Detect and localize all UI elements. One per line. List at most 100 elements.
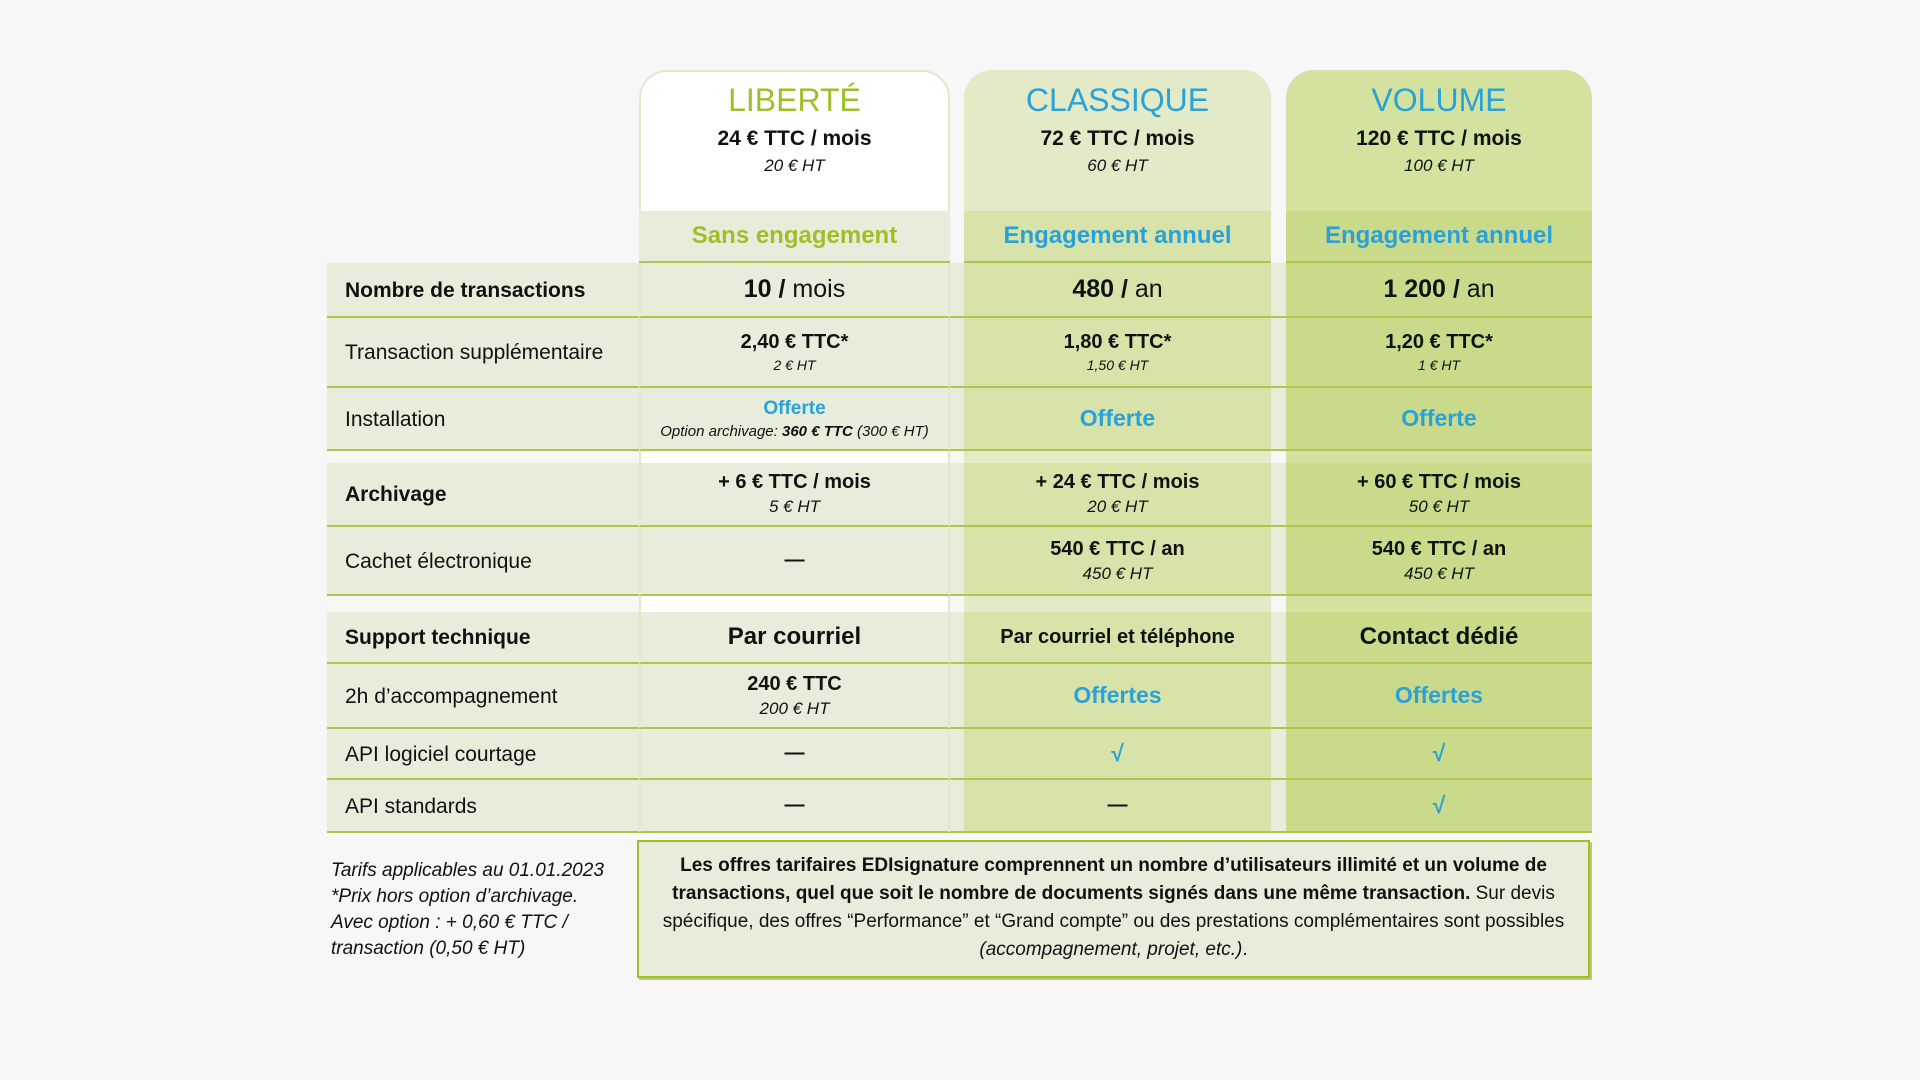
table-cell: Contact dédié bbox=[1286, 612, 1592, 664]
cell-main: Contact dédié bbox=[1359, 623, 1519, 650]
cell-main: 1,80 € TTC* bbox=[1063, 331, 1172, 353]
plan-name: CLASSIQUE bbox=[1025, 81, 1210, 118]
cell-main: 540 € TTC / an bbox=[1050, 537, 1185, 560]
note-price: 360 € TTC bbox=[782, 422, 853, 440]
cell-sub: 200 € HT bbox=[759, 698, 830, 718]
cell-main: Par courriel bbox=[727, 623, 862, 650]
note-label: Option archivage: bbox=[660, 422, 778, 440]
footnote: Avec option : + 0,60 € TTC / transaction… bbox=[331, 912, 568, 959]
row-label: API logiciel courtage bbox=[345, 742, 537, 766]
plan-price: 120 € TTC / mois bbox=[1356, 127, 1522, 150]
footnote: Tarifs applicables au 01.01.2023 bbox=[331, 860, 604, 881]
plan-price-ht: 20 € HT bbox=[764, 156, 825, 175]
cell-main: + 24 € TTC / mois bbox=[1035, 471, 1200, 493]
cell-main: — bbox=[784, 549, 805, 571]
cell-main: — bbox=[1107, 794, 1128, 816]
cell-unit: mois bbox=[792, 275, 846, 303]
cell-main: 2,40 € TTC* bbox=[740, 331, 849, 353]
table-cell: 2,40 € TTC* 2 € HT bbox=[639, 318, 950, 388]
table-cell: 1,80 € TTC* 1,50 € HT bbox=[964, 318, 1271, 388]
cell-value: 10 / bbox=[743, 275, 786, 303]
cell-sub: 50 € HT bbox=[1408, 497, 1470, 516]
cell-value-line: 10 / mois bbox=[744, 275, 845, 304]
table-cell: — bbox=[639, 780, 950, 833]
cell-main: Par courriel et téléphone bbox=[1000, 625, 1235, 648]
plan-price: 72 € TTC / mois bbox=[1040, 127, 1195, 150]
cell-highlight: Offerte bbox=[1079, 405, 1156, 431]
summary-box: Les offres tarifaires EDIsignature compr… bbox=[637, 840, 1590, 978]
row-label: Cachet électronique bbox=[345, 549, 532, 573]
cell-highlight: √ bbox=[1432, 792, 1446, 818]
cell-highlight: √ bbox=[1111, 740, 1124, 766]
table-cell: 10 / mois bbox=[639, 263, 950, 318]
cell-value: 480 / bbox=[1072, 275, 1128, 303]
cell-highlight: Offertes bbox=[1073, 682, 1162, 708]
cell-main: + 60 € TTC / mois bbox=[1357, 471, 1521, 493]
table-cell: √ bbox=[1286, 780, 1592, 833]
table-cell: Offerte Option archivage: 360 € TTC (300 … bbox=[639, 388, 950, 451]
row-label: 2h d’accompagnement bbox=[345, 684, 558, 708]
cell-highlight: Offertes bbox=[1394, 682, 1484, 708]
cell-highlight: Offerte bbox=[1401, 405, 1477, 431]
cell-sub: 1 € HT bbox=[1417, 357, 1460, 373]
plan-engagement: Engagement annuel bbox=[964, 211, 1271, 263]
plan-name: LIBERTÉ bbox=[728, 81, 861, 118]
cell-main: 240 € TTC bbox=[747, 672, 842, 695]
summary-end: . bbox=[1242, 939, 1248, 960]
cell-sub: 450 € HT bbox=[1404, 563, 1474, 583]
cell-value-line: 1 200 / an bbox=[1383, 275, 1494, 304]
table-cell: 540 € TTC / an 450 € HT bbox=[964, 527, 1271, 596]
cell-value: 1 200 / bbox=[1383, 275, 1460, 303]
note-ht: (300 € HT) bbox=[857, 422, 929, 440]
summary-em: (accompagnement, projet, etc.) bbox=[979, 939, 1243, 960]
row-label: Support technique bbox=[345, 626, 531, 649]
cell-unit: an bbox=[1134, 275, 1163, 303]
cell-main: 1,20 € TTC* bbox=[1385, 331, 1493, 353]
row-label: Installation bbox=[345, 407, 446, 431]
row-label: Nombre de transactions bbox=[345, 278, 586, 302]
cell-unit: an bbox=[1466, 275, 1495, 303]
footnote: *Prix hors option d’archivage. bbox=[331, 886, 579, 907]
cell-main: + 6 € TTC / mois bbox=[718, 471, 871, 493]
plan-engagement: Sans engagement bbox=[639, 211, 950, 263]
plan-engagement: Engagement annuel bbox=[1286, 211, 1592, 263]
cell-highlight: Offerte bbox=[763, 397, 826, 419]
table-cell: 480 / an bbox=[964, 263, 1271, 318]
table-cell: — bbox=[639, 729, 950, 780]
plan-price: 24 € TTC / mois bbox=[717, 127, 872, 150]
table-cell: √ bbox=[964, 729, 1271, 780]
footnotes: Tarifs applicables au 01.01.2023 *Prix ho… bbox=[331, 858, 631, 962]
plan-name: VOLUME bbox=[1371, 81, 1507, 118]
table-cell: 540 € TTC / an 450 € HT bbox=[1286, 527, 1592, 596]
row-label: API standards bbox=[345, 794, 477, 818]
row-label: Transaction supplémentaire bbox=[345, 341, 604, 364]
summary-strong: Les offres tarifaires EDIsignature compr… bbox=[672, 855, 1547, 904]
cell-note: Option archivage: 360 € TTC (300 € HT) bbox=[660, 423, 929, 440]
plan-price-ht: 60 € HT bbox=[1087, 156, 1148, 175]
cell-main: — bbox=[784, 794, 805, 816]
table-cell: + 24 € TTC / mois 20 € HT bbox=[964, 463, 1271, 527]
cell-sub: 1,50 € HT bbox=[1086, 357, 1149, 373]
cell-highlight: √ bbox=[1432, 740, 1446, 766]
table-cell: + 60 € TTC / mois 50 € HT bbox=[1286, 463, 1592, 527]
table-cell: + 6 € TTC / mois 5 € HT bbox=[639, 463, 950, 527]
table-cell: 240 € TTC 200 € HT bbox=[639, 664, 950, 729]
plan-price-ht: 100 € HT bbox=[1404, 156, 1474, 175]
cell-sub: 450 € HT bbox=[1082, 563, 1153, 583]
row-label: Archivage bbox=[345, 483, 447, 506]
table-cell: — bbox=[964, 780, 1271, 833]
table-cell: 1,20 € TTC* 1 € HT bbox=[1286, 318, 1592, 388]
cell-value-line: 480 / an bbox=[1072, 275, 1162, 304]
summary-text: Sur devis spécifique, des offres “Perfor… bbox=[662, 883, 1565, 932]
table-cell: Offertes bbox=[1286, 664, 1592, 729]
table-cell: — bbox=[639, 527, 950, 596]
table-cell: Par courriel et téléphone bbox=[964, 612, 1271, 664]
cell-sub: 20 € HT bbox=[1087, 497, 1148, 516]
table-cell: 1 200 / an bbox=[1286, 263, 1592, 318]
cell-main: — bbox=[784, 742, 805, 764]
cell-sub: 2 € HT bbox=[773, 357, 816, 373]
cell-main: 540 € TTC / an bbox=[1371, 537, 1507, 560]
table-cell: Par courriel bbox=[639, 612, 950, 664]
table-cell: Offerte bbox=[1286, 388, 1592, 451]
